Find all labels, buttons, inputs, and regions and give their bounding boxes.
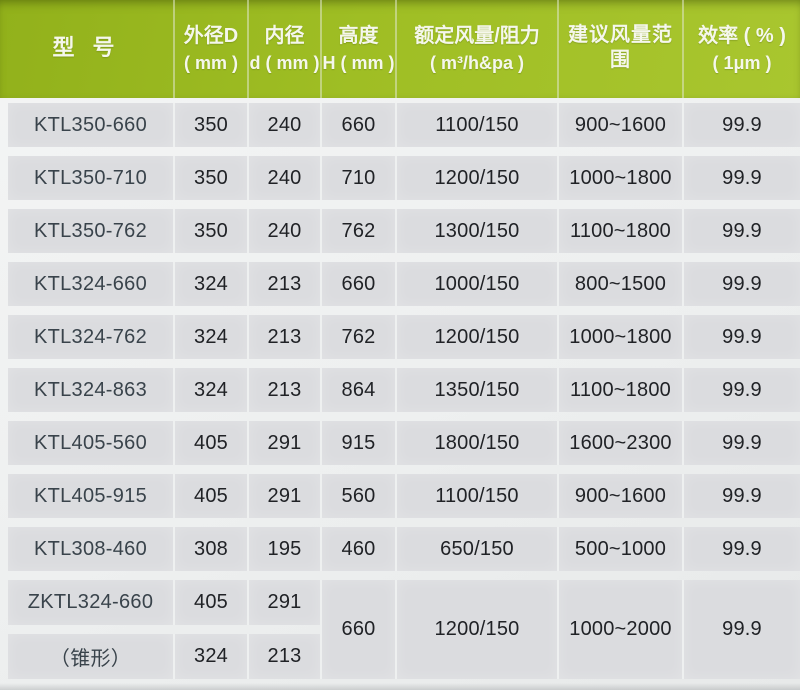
cell-inner-d: 213	[247, 262, 320, 306]
cell-inner-d: 213	[247, 368, 320, 412]
cell-rated-airflow: 1100/150	[395, 474, 557, 518]
cell-outer-d: 350	[173, 209, 247, 253]
cell-inner-d: 291	[247, 474, 320, 518]
cell-height: 864	[320, 368, 395, 412]
cell-airflow-range: 1100~1800	[557, 368, 682, 412]
cell-airflow-range: 900~1600	[557, 474, 682, 518]
cell-height-merged: 660	[320, 580, 395, 679]
cell-airflow-range: 1600~2300	[557, 421, 682, 465]
header-inner-diameter: 内径 d ( mm )	[247, 0, 320, 98]
cell-height: 762	[320, 209, 395, 253]
cell-inner-d: 195	[247, 527, 320, 571]
cell-efficiency: 99.9	[682, 474, 800, 518]
cell-rated-airflow: 1100/150	[395, 103, 557, 147]
cell-efficiency: 99.9	[682, 421, 800, 465]
cell-inner-d: 213	[247, 315, 320, 359]
table-row-merged-conical: ZKTL324-660 （锥形） 405 324 291 213 660 120…	[0, 580, 800, 679]
cell-height: 915	[320, 421, 395, 465]
cell-efficiency-merged: 99.9	[682, 580, 800, 679]
header-airflow-range: 建议风量范围	[557, 0, 682, 98]
table-row: KTL308-460 308 195 460 650/150 500~1000 …	[0, 527, 800, 571]
cell-outer-d: 350	[173, 103, 247, 147]
cell-outer-d: 324	[173, 262, 247, 306]
cell-inner-d: 213	[247, 634, 320, 679]
cell-efficiency: 99.9	[682, 262, 800, 306]
cell-rated-airflow: 1200/150	[395, 156, 557, 200]
header-height: 高度 H ( mm )	[320, 0, 395, 98]
cell-outer-d: 405	[173, 474, 247, 518]
cell-rated-airflow: 1300/150	[395, 209, 557, 253]
cell-model: KTL324-863	[8, 368, 173, 412]
cell-inner-d: 291	[247, 580, 320, 625]
cell-height: 762	[320, 315, 395, 359]
header-outer-diameter: 外径D ( mm )	[173, 0, 247, 98]
cell-efficiency: 99.9	[682, 103, 800, 147]
cell-model: KTL324-660	[8, 262, 173, 306]
cell-outer-d: 324	[173, 315, 247, 359]
cell-model: KTL324-762	[8, 315, 173, 359]
cell-rated-airflow: 1000/150	[395, 262, 557, 306]
table-body: KTL350-660 350 240 660 1100/150 900~1600…	[0, 98, 800, 679]
cell-airflow-range: 500~1000	[557, 527, 682, 571]
cell-outer-d: 324	[173, 368, 247, 412]
cell-outer-d: 405	[173, 421, 247, 465]
table-row: KTL350-762 350 240 762 1300/150 1100~180…	[0, 209, 800, 253]
cell-model-note: （锥形）	[8, 634, 173, 679]
cell-rated-airflow: 1200/150	[395, 315, 557, 359]
header-model: 型 号	[0, 0, 173, 98]
cell-height: 460	[320, 527, 395, 571]
table-row: KTL405-560 405 291 915 1800/150 1600~230…	[0, 421, 800, 465]
cell-efficiency: 99.9	[682, 315, 800, 359]
cell-airflow-range: 900~1600	[557, 103, 682, 147]
cell-efficiency: 99.9	[682, 209, 800, 253]
cell-inner-d: 240	[247, 156, 320, 200]
cell-height: 710	[320, 156, 395, 200]
cell-outer-d: 308	[173, 527, 247, 571]
cell-model: KTL350-660	[8, 103, 173, 147]
cell-outer-d: 405	[173, 580, 247, 625]
cell-rated-airflow-merged: 1200/150	[395, 580, 557, 679]
cell-height: 660	[320, 262, 395, 306]
cell-efficiency: 99.9	[682, 368, 800, 412]
cell-model: KTL405-915	[8, 474, 173, 518]
cell-airflow-range: 800~1500	[557, 262, 682, 306]
cell-efficiency: 99.9	[682, 156, 800, 200]
cell-airflow-range: 1100~1800	[557, 209, 682, 253]
cell-model: KTL308-460	[8, 527, 173, 571]
cell-airflow-range: 1000~1800	[557, 156, 682, 200]
header-rated-airflow: 额定风量/阻力 ( m³/h&pa )	[395, 0, 557, 98]
table-row: KTL350-710 350 240 710 1200/150 1000~180…	[0, 156, 800, 200]
cell-model: KTL405-560	[8, 421, 173, 465]
table-row: KTL324-863 324 213 864 1350/150 1100~180…	[0, 368, 800, 412]
header-model-label: 型 号	[52, 34, 121, 60]
cell-airflow-range-merged: 1000~2000	[557, 580, 682, 679]
table-row: KTL350-660 350 240 660 1100/150 900~1600…	[0, 103, 800, 147]
cell-height: 560	[320, 474, 395, 518]
cell-airflow-range: 1000~1800	[557, 315, 682, 359]
cell-rated-airflow: 1350/150	[395, 368, 557, 412]
table-row: KTL324-762 324 213 762 1200/150 1000~180…	[0, 315, 800, 359]
cell-model: KTL350-710	[8, 156, 173, 200]
cell-inner-d: 291	[247, 421, 320, 465]
header-efficiency: 效率 ( % ) ( 1μm )	[682, 0, 800, 98]
table-header: 型 号 外径D ( mm ) 内径 d ( mm ) 高度 H ( mm ) 额…	[0, 0, 800, 98]
cell-outer-d: 324	[173, 634, 247, 679]
cell-inner-d: 240	[247, 103, 320, 147]
cell-rated-airflow: 650/150	[395, 527, 557, 571]
cell-inner-d: 240	[247, 209, 320, 253]
cell-rated-airflow: 1800/150	[395, 421, 557, 465]
cell-model: KTL350-762	[8, 209, 173, 253]
cell-height: 660	[320, 103, 395, 147]
table-row: KTL405-915 405 291 560 1100/150 900~1600…	[0, 474, 800, 518]
cell-model: ZKTL324-660	[8, 580, 173, 625]
cell-outer-d: 350	[173, 156, 247, 200]
table-row: KTL324-660 324 213 660 1000/150 800~1500…	[0, 262, 800, 306]
cell-efficiency: 99.9	[682, 527, 800, 571]
